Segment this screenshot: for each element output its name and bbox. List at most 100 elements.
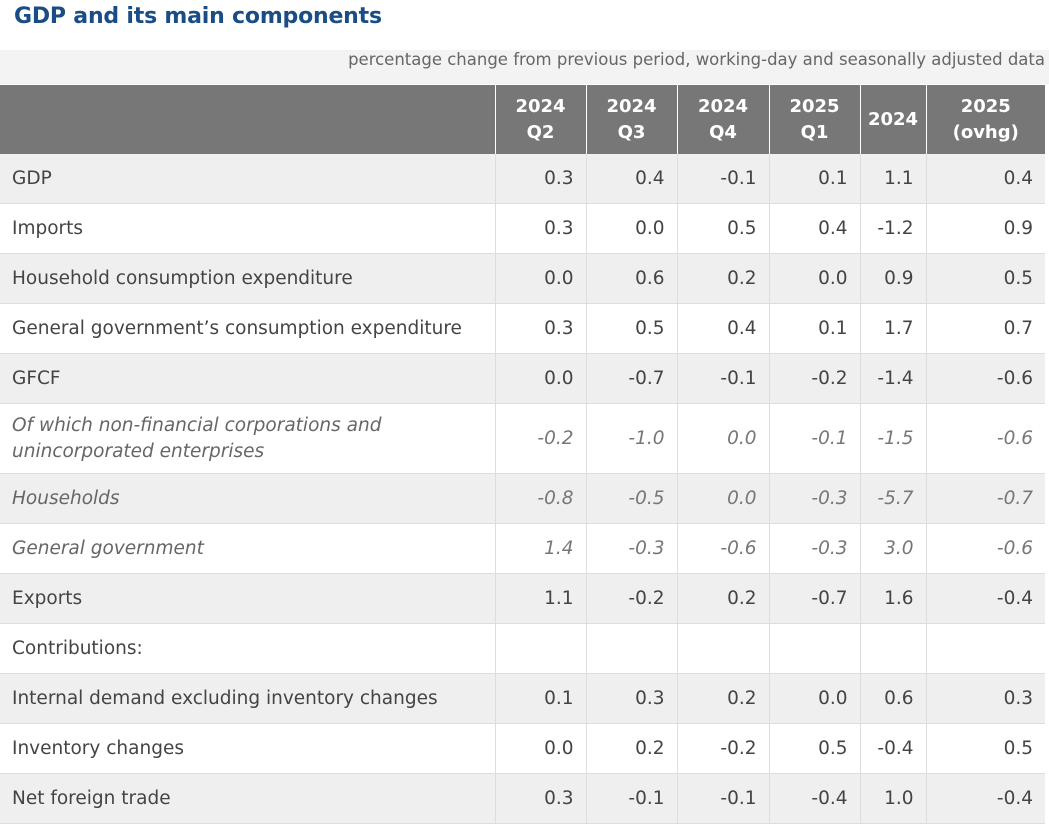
table-header-row: 2024 Q2 2024 Q3 2024 Q4 2025 Q1 2024 2025 (ov… xyxy=(0,85,1045,154)
column-header-line2: Q1 xyxy=(800,121,829,143)
value-cell: 1.6 xyxy=(859,573,926,624)
column-header-2024: 2024 xyxy=(859,85,926,154)
subtitle-band xyxy=(0,50,1049,84)
table-row-internal-demand: Internal demand excluding inventory chan… xyxy=(0,673,1045,724)
value-cell: 0.0 xyxy=(585,203,677,254)
value-cell: 3.0 xyxy=(859,523,926,574)
value-cell: 0.7 xyxy=(925,303,1045,354)
value-cell: -1.5 xyxy=(859,403,926,474)
column-header-line2: Q3 xyxy=(617,121,646,143)
table-row-inventory-changes: Inventory changes 0.0 0.2 -0.2 0.5 -0.4 … xyxy=(0,723,1045,774)
value-cell: -1.0 xyxy=(585,403,677,474)
column-header-line1: 2024 xyxy=(867,108,919,130)
column-header-2024-q2: 2024 Q2 xyxy=(494,85,586,154)
value-cell: -0.1 xyxy=(585,773,677,824)
value-cell: -0.5 xyxy=(585,473,677,524)
value-cell: -0.2 xyxy=(585,573,677,624)
value-cell: 0.5 xyxy=(768,723,860,774)
value-cell: 0.9 xyxy=(925,203,1045,254)
column-header-line1: 2025 xyxy=(789,95,840,117)
column-header-line2: Q4 xyxy=(709,121,737,143)
table-row-household-consumption: Household consumption expenditure 0.0 0.… xyxy=(0,253,1045,304)
value-cell: -0.7 xyxy=(925,473,1045,524)
table-row-gdp: GDP 0.3 0.4 -0.1 0.1 1.1 0.4 xyxy=(0,154,1045,204)
value-cell: -0.4 xyxy=(768,773,860,824)
value-cell: -1.2 xyxy=(859,203,926,254)
row-label: Contributions: xyxy=(0,623,495,674)
column-header-line2: (ovhg) xyxy=(952,121,1019,143)
value-cell: 0.5 xyxy=(925,723,1045,774)
header-label-cell xyxy=(0,85,495,154)
value-cell xyxy=(676,623,769,674)
value-cell: -0.3 xyxy=(768,523,860,574)
value-cell: -0.4 xyxy=(925,573,1045,624)
value-cell: 0.2 xyxy=(676,673,769,724)
value-cell: 0.5 xyxy=(676,203,769,254)
value-cell xyxy=(585,623,677,674)
value-cell: 0.0 xyxy=(768,253,860,304)
column-header-line1: 2025 xyxy=(960,95,1011,117)
value-cell: 1.1 xyxy=(494,573,586,624)
value-cell: 1.0 xyxy=(859,773,926,824)
row-label: Household consumption expenditure xyxy=(0,253,495,304)
row-label: Net foreign trade xyxy=(0,773,495,824)
value-cell: 0.3 xyxy=(494,154,586,204)
value-cell: -0.3 xyxy=(585,523,677,574)
table-row-exports: Exports 1.1 -0.2 0.2 -0.7 1.6 -0.4 xyxy=(0,573,1045,624)
value-cell: 0.0 xyxy=(494,253,586,304)
table-subtitle: percentage change from previous period, … xyxy=(348,50,1045,69)
table-row-nfc-enterprises: Of which non-financial corporations and … xyxy=(0,403,1045,474)
value-cell: 0.3 xyxy=(925,673,1045,724)
value-cell: 0.4 xyxy=(925,154,1045,204)
table-row-contributions: Contributions: xyxy=(0,623,1045,674)
value-cell: -0.1 xyxy=(676,154,769,204)
value-cell: 0.6 xyxy=(585,253,677,304)
value-cell: -0.1 xyxy=(768,403,860,474)
gdp-components-table: 2024 Q2 2024 Q3 2024 Q4 2025 Q1 2024 2025 (ov… xyxy=(0,85,1045,824)
value-cell: -0.6 xyxy=(925,523,1045,574)
value-cell: -0.2 xyxy=(676,723,769,774)
value-cell: -0.7 xyxy=(768,573,860,624)
value-cell: 0.4 xyxy=(585,154,677,204)
value-cell: 0.1 xyxy=(768,303,860,354)
value-cell xyxy=(925,623,1045,674)
value-cell: 0.0 xyxy=(494,353,586,404)
column-header-2024-q3: 2024 Q3 xyxy=(585,85,677,154)
value-cell: -5.7 xyxy=(859,473,926,524)
value-cell: 0.4 xyxy=(676,303,769,354)
value-cell: -0.2 xyxy=(768,353,860,404)
row-label: Of which non-financial corporations and … xyxy=(0,403,495,474)
value-cell: -0.7 xyxy=(585,353,677,404)
value-cell: -0.4 xyxy=(925,773,1045,824)
value-cell: 0.1 xyxy=(494,673,586,724)
row-label: Inventory changes xyxy=(0,723,495,774)
row-label: Households xyxy=(0,473,495,524)
value-cell: -0.6 xyxy=(925,353,1045,404)
value-cell: 0.0 xyxy=(768,673,860,724)
value-cell: 0.1 xyxy=(768,154,860,204)
value-cell: 0.9 xyxy=(859,253,926,304)
value-cell: 0.4 xyxy=(768,203,860,254)
row-label: Exports xyxy=(0,573,495,624)
table-row-general-government: General government 1.4 -0.3 -0.6 -0.3 3.… xyxy=(0,523,1045,574)
value-cell: 0.2 xyxy=(676,573,769,624)
value-cell: 0.3 xyxy=(494,203,586,254)
value-cell: -1.4 xyxy=(859,353,926,404)
table-row-government-consumption: General government’s consumption expendi… xyxy=(0,303,1045,354)
value-cell: 0.5 xyxy=(925,253,1045,304)
column-header-2024-q4: 2024 Q4 xyxy=(676,85,769,154)
table-row-gfcf: GFCF 0.0 -0.7 -0.1 -0.2 -1.4 -0.6 xyxy=(0,353,1045,404)
value-cell: 1.1 xyxy=(859,154,926,204)
row-label: GFCF xyxy=(0,353,495,404)
value-cell: 0.3 xyxy=(494,773,586,824)
value-cell: 0.2 xyxy=(585,723,677,774)
value-cell: -0.6 xyxy=(676,523,769,574)
value-cell: 0.6 xyxy=(859,673,926,724)
row-label: GDP xyxy=(0,154,495,204)
value-cell: 0.3 xyxy=(585,673,677,724)
value-cell: -0.1 xyxy=(676,773,769,824)
column-header-2025-ovhg: 2025 (ovhg) xyxy=(925,85,1045,154)
value-cell: 1.4 xyxy=(494,523,586,574)
table-row-net-foreign-trade: Net foreign trade 0.3 -0.1 -0.1 -0.4 1.0… xyxy=(0,773,1045,824)
row-label: Imports xyxy=(0,203,495,254)
